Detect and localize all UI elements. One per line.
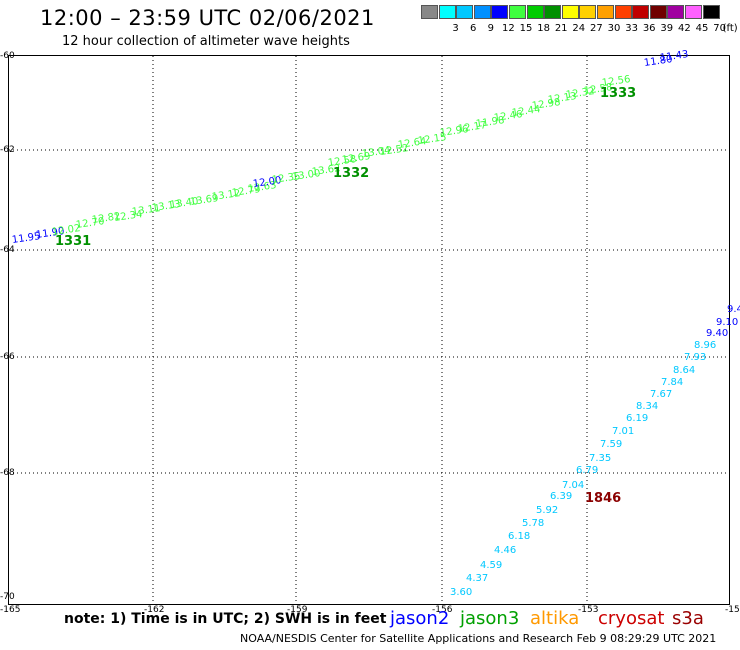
legend-label: 27 (590, 23, 603, 34)
wave-height-label: 7.01 (612, 426, 635, 437)
wave-height-label: 8.96 (694, 340, 717, 351)
credit-line: NOAA/NESDIS Center for Satellite Applica… (240, 632, 717, 645)
legend-swatch (526, 5, 544, 19)
wave-height-label: 9.10 (716, 317, 739, 328)
legend-unit-label: (ft) (722, 23, 738, 34)
legend-label: 42 (678, 23, 691, 34)
longitude-label: -153 (578, 605, 599, 615)
legend-label: 18 (537, 23, 550, 34)
latitude-label: -66 (0, 352, 15, 362)
legend-label: 33 (625, 23, 638, 34)
wave-height-label: 7.67 (650, 389, 673, 400)
legend-label: 9 (487, 23, 494, 34)
wave-height-label: 4.37 (466, 573, 489, 584)
legend-swatch (456, 5, 474, 19)
wave-height-label: 5.78 (522, 518, 545, 529)
wave-height-label: 7.04 (562, 480, 585, 491)
wave-height-label: 6.39 (550, 491, 573, 502)
wave-height-label: 9.4 (727, 304, 740, 315)
legend-label: 39 (660, 23, 674, 34)
legend-label: 15 (519, 23, 533, 34)
satellite-cryosat-label: cryosat (598, 608, 665, 629)
wave-height-label: 5.92 (536, 505, 559, 516)
legend-label: 24 (572, 23, 586, 34)
wave-height-label: 7.59 (600, 439, 623, 450)
wave-height-label: 4.59 (480, 560, 503, 571)
satellite-s3a-label: s3a (672, 608, 704, 629)
latitude-label: -68 (0, 468, 15, 478)
pass-number-label: 1333 (600, 86, 637, 101)
legend-label: 36 (642, 23, 656, 34)
page-title: 12:00 – 23:59 UTC 02/06/2021 (40, 6, 375, 30)
legend-label: 45 (695, 23, 709, 34)
latitude-label: -64 (0, 245, 15, 255)
footer-note: note: 1) Time is in UTC; 2) SWH is in fe… (64, 611, 387, 627)
legend-label: 12 (502, 23, 515, 34)
legend-swatch (438, 5, 456, 19)
wave-height-label: 6.18 (508, 531, 531, 542)
pass-number-label: 1332 (333, 166, 370, 181)
legend-swatch (491, 5, 509, 19)
map-frame (8, 55, 730, 605)
wave-height-label: 6.79 (576, 465, 599, 476)
wave-height-label: 9.40 (706, 328, 729, 339)
legend-swatch (579, 5, 597, 19)
latitude-label: -62 (0, 145, 15, 155)
satellite-altika-label: altika (530, 608, 580, 629)
latitude-label: -70 (0, 592, 15, 602)
legend-swatch (509, 5, 526, 19)
wave-height-label: 6.19 (626, 413, 649, 424)
wave-height-label: 3.60 (450, 587, 473, 598)
legend-swatch (473, 5, 491, 19)
legend-label: 70 (713, 23, 726, 34)
wave-height-label: 7.93 (684, 352, 707, 363)
satellite-jason3-label: jason3 (460, 608, 520, 629)
pass-number-label: 1331 (55, 234, 92, 249)
longitude-label: -159 (287, 605, 308, 615)
legend-swatch (544, 5, 562, 19)
wave-height-label: 4.46 (494, 545, 517, 556)
wave-height-label: 8.64 (673, 365, 696, 376)
longitude-label: -165 (0, 605, 21, 615)
legend-label: 30 (607, 23, 621, 34)
latitude-label: -60 (0, 51, 15, 61)
legend-swatch (685, 5, 702, 19)
legend-swatch (421, 5, 438, 19)
legend-swatch (561, 5, 579, 19)
legend-swatch (702, 5, 720, 19)
legend-swatch (614, 5, 632, 19)
longitude-label: -162 (144, 605, 165, 615)
page-subtitle: 12 hour collection of altimeter wave hei… (62, 34, 350, 49)
legend-label: 3 (452, 23, 459, 34)
legend-label: 21 (554, 23, 568, 34)
wave-height-label: 8.34 (636, 401, 659, 412)
satellite-jason2-label: jason2 (390, 608, 450, 629)
legend-label: 6 (470, 23, 477, 34)
longitude-label: -15 (725, 605, 740, 615)
legend-swatch (649, 5, 667, 19)
legend-swatch (597, 5, 614, 19)
wave-height-label: 7.35 (589, 453, 612, 464)
pass-number-label: 1846 (585, 491, 622, 506)
longitude-label: -156 (432, 605, 453, 615)
legend-swatch (667, 5, 685, 19)
legend-swatch (632, 5, 650, 19)
wave-height-label: 7.84 (661, 377, 684, 388)
